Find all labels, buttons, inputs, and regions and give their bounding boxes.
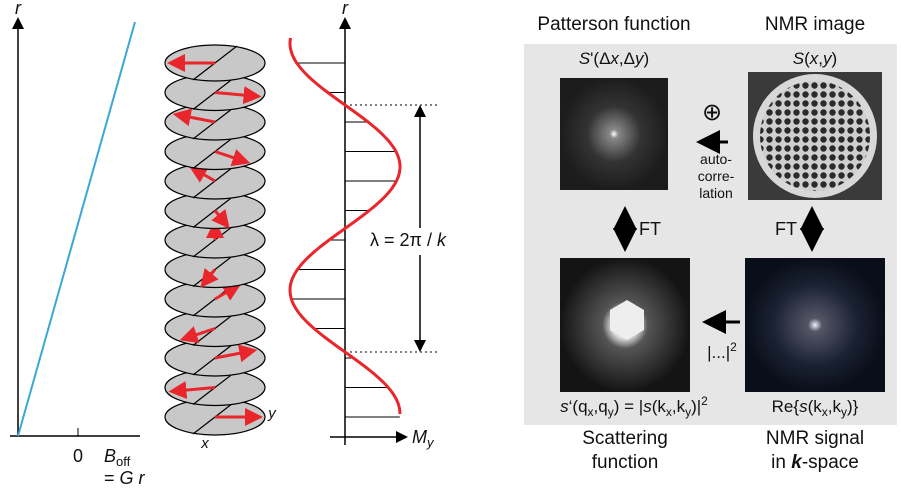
formula-part: x — [809, 49, 819, 68]
caption: in k-space — [771, 452, 859, 473]
ft-label: FT — [775, 219, 797, 239]
axis-label: r — [342, 0, 349, 18]
formula-part: x — [609, 49, 619, 68]
caption-part: NMR signal — [766, 428, 864, 449]
formula-part: ‘(q — [569, 397, 588, 416]
formula-part: S — [793, 49, 805, 68]
field-label: Boff — [104, 446, 131, 469]
figure: r r 0 x y Patterson function NMR image ⊕… — [0, 0, 901, 491]
layout: r r 0 x y Patterson function NMR image ⊕… — [10, 0, 897, 466]
modulus-part: |...| — [707, 343, 730, 362]
field-label-part: off — [116, 454, 131, 469]
caption-part: in — [771, 452, 791, 473]
title: Patterson function — [537, 14, 690, 35]
kspace-image — [745, 258, 885, 392]
axis-label: y — [267, 405, 277, 422]
autocorrelation: auto- — [700, 151, 732, 167]
my-label-part: y — [426, 435, 435, 450]
formula-part: ,k — [672, 397, 686, 416]
field-equation: = G r — [104, 468, 146, 488]
formula-part: ) = | — [614, 397, 643, 416]
field-equation-part: = — [104, 468, 120, 488]
formula-part: ,k — [828, 397, 842, 416]
formula-part: ,q — [594, 397, 608, 416]
field-label-part: B — [104, 446, 116, 466]
axis-label: r — [15, 0, 22, 18]
oplus: ⊕ — [702, 99, 722, 126]
formula-part: ) — [644, 49, 650, 68]
axis-label: x — [200, 435, 209, 452]
formula-part: '(Δ — [590, 49, 610, 68]
field-equation-part: G r — [120, 468, 146, 488]
formula-part: )} — [847, 397, 859, 416]
tick-label: 0 — [73, 446, 83, 466]
formula-part: (k — [808, 397, 823, 416]
my-label: My — [412, 427, 435, 450]
formula-part: ,Δ — [619, 49, 635, 68]
field-line — [18, 22, 135, 436]
formula-part: ) — [832, 49, 838, 68]
autocorrelation: lation — [699, 185, 732, 201]
formula-part: (k — [652, 397, 667, 416]
caption-part: -space — [802, 452, 859, 473]
autocorrelation: corre- — [698, 168, 735, 184]
caption-part: function — [592, 452, 659, 473]
my-label-part: M — [412, 427, 427, 447]
ft-label: FT — [639, 219, 661, 239]
wavelength-label-part: k — [437, 230, 447, 250]
title: NMR image — [765, 14, 865, 35]
formula-part: )| — [691, 397, 701, 416]
formula-part: 2 — [701, 394, 708, 408]
patterson-image — [560, 78, 668, 190]
modulus-part: 2 — [730, 340, 737, 354]
caption: NMR signal — [766, 428, 864, 449]
caption: function — [592, 452, 659, 473]
wavelength-label: λ = 2π / k — [370, 230, 447, 250]
formula: S(x,y) — [793, 49, 837, 68]
formula: S'(Δx,Δy) — [579, 49, 649, 68]
caption: Scattering — [582, 428, 668, 449]
formula-part: Re{ — [772, 397, 800, 416]
caption-part: Scattering — [582, 428, 668, 449]
wavelength-label-part: λ = 2π / — [370, 230, 437, 250]
nmr-image-holes — [760, 81, 870, 191]
formula-part: S — [579, 49, 591, 68]
